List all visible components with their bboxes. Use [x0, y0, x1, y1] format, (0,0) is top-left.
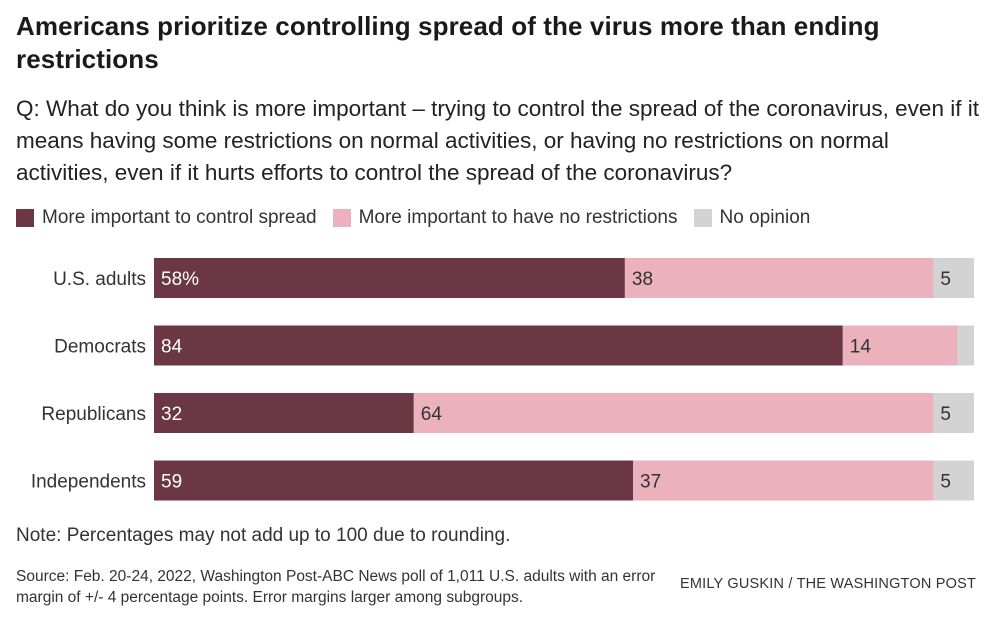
data-label-democrats-more-important-to-have-no-restrictions: 14	[850, 337, 872, 358]
data-label-u-s-adults-more-important-to-have-no-restrictions: 38	[632, 269, 653, 290]
data-label-republicans-no-opinion: 5	[940, 404, 951, 425]
legend-swatch-control-spread	[16, 209, 34, 227]
bar-independents-more-important-to-control-spread	[154, 460, 634, 501]
category-label-u-s-adults: U.S. adults	[53, 269, 146, 290]
legend: More important to control spread More im…	[16, 206, 826, 230]
data-label-democrats-more-important-to-control-spread: 84	[161, 337, 183, 358]
bar-republicans-more-important-to-have-no-restrictions	[413, 393, 934, 433]
legend-label-no-opinion: No opinion	[719, 207, 811, 228]
stacked-bar-chart: U.S. adults 58% 38 5 Democrats 84 14 Republican…	[31, 258, 974, 501]
legend-label-no-restrictions: More important to have no restrictions	[358, 207, 678, 228]
chart-title: Americans prioritize controlling spread …	[16, 11, 880, 74]
bar-democrats-no-opinion	[957, 325, 974, 366]
survey-question: Q: What do you think is more important –…	[16, 96, 979, 185]
legend-item-no-opinion: No opinion	[693, 207, 811, 229]
bar-u-s-adults-more-important-to-control-spread	[154, 258, 625, 298]
legend-swatch-no-opinion	[693, 209, 712, 227]
bar-independents-no-opinion	[933, 460, 974, 501]
bar-u-s-adults-more-important-to-have-no-restrictions	[624, 258, 934, 298]
data-label-u-s-adults-no-opinion: 5	[940, 269, 951, 290]
legend-item-control-spread: More important to control spread	[16, 207, 317, 229]
bar-republicans-no-opinion	[933, 393, 974, 433]
bar-democrats-more-important-to-have-no-restrictions	[842, 325, 958, 366]
data-label-republicans-more-important-to-control-spread: 32	[161, 404, 182, 425]
legend-label-control-spread: More important to control spread	[42, 207, 317, 228]
category-label-independents: Independents	[31, 472, 146, 493]
data-label-u-s-adults-more-important-to-control-spread: 58%	[161, 269, 199, 290]
category-label-republicans: Republicans	[41, 404, 146, 425]
data-label-republicans-more-important-to-have-no-restrictions: 64	[421, 404, 443, 425]
bar-u-s-adults-no-opinion	[933, 258, 974, 298]
bar-independents-more-important-to-have-no-restrictions	[633, 460, 934, 501]
bar-democrats-more-important-to-control-spread	[154, 325, 843, 366]
category-label-democrats: Democrats	[54, 337, 146, 358]
data-label-independents-more-important-to-control-spread: 59	[161, 472, 182, 493]
bar-republicans-more-important-to-control-spread	[154, 393, 414, 433]
legend-swatch-no-restrictions	[332, 209, 351, 227]
legend-item-no-restrictions: More important to have no restrictions	[332, 207, 678, 229]
byline-credit: EMILY GUSKIN / THE WASHINGTON POST	[679, 576, 976, 592]
data-label-independents-more-important-to-have-no-restrictions: 37	[640, 472, 661, 493]
footnote: Note: Percentages may not add up to 100 …	[16, 525, 511, 546]
data-label-independents-no-opinion: 5	[940, 472, 951, 493]
source-text: Source: Feb. 20-24, 2022, Washington Pos…	[16, 568, 656, 606]
